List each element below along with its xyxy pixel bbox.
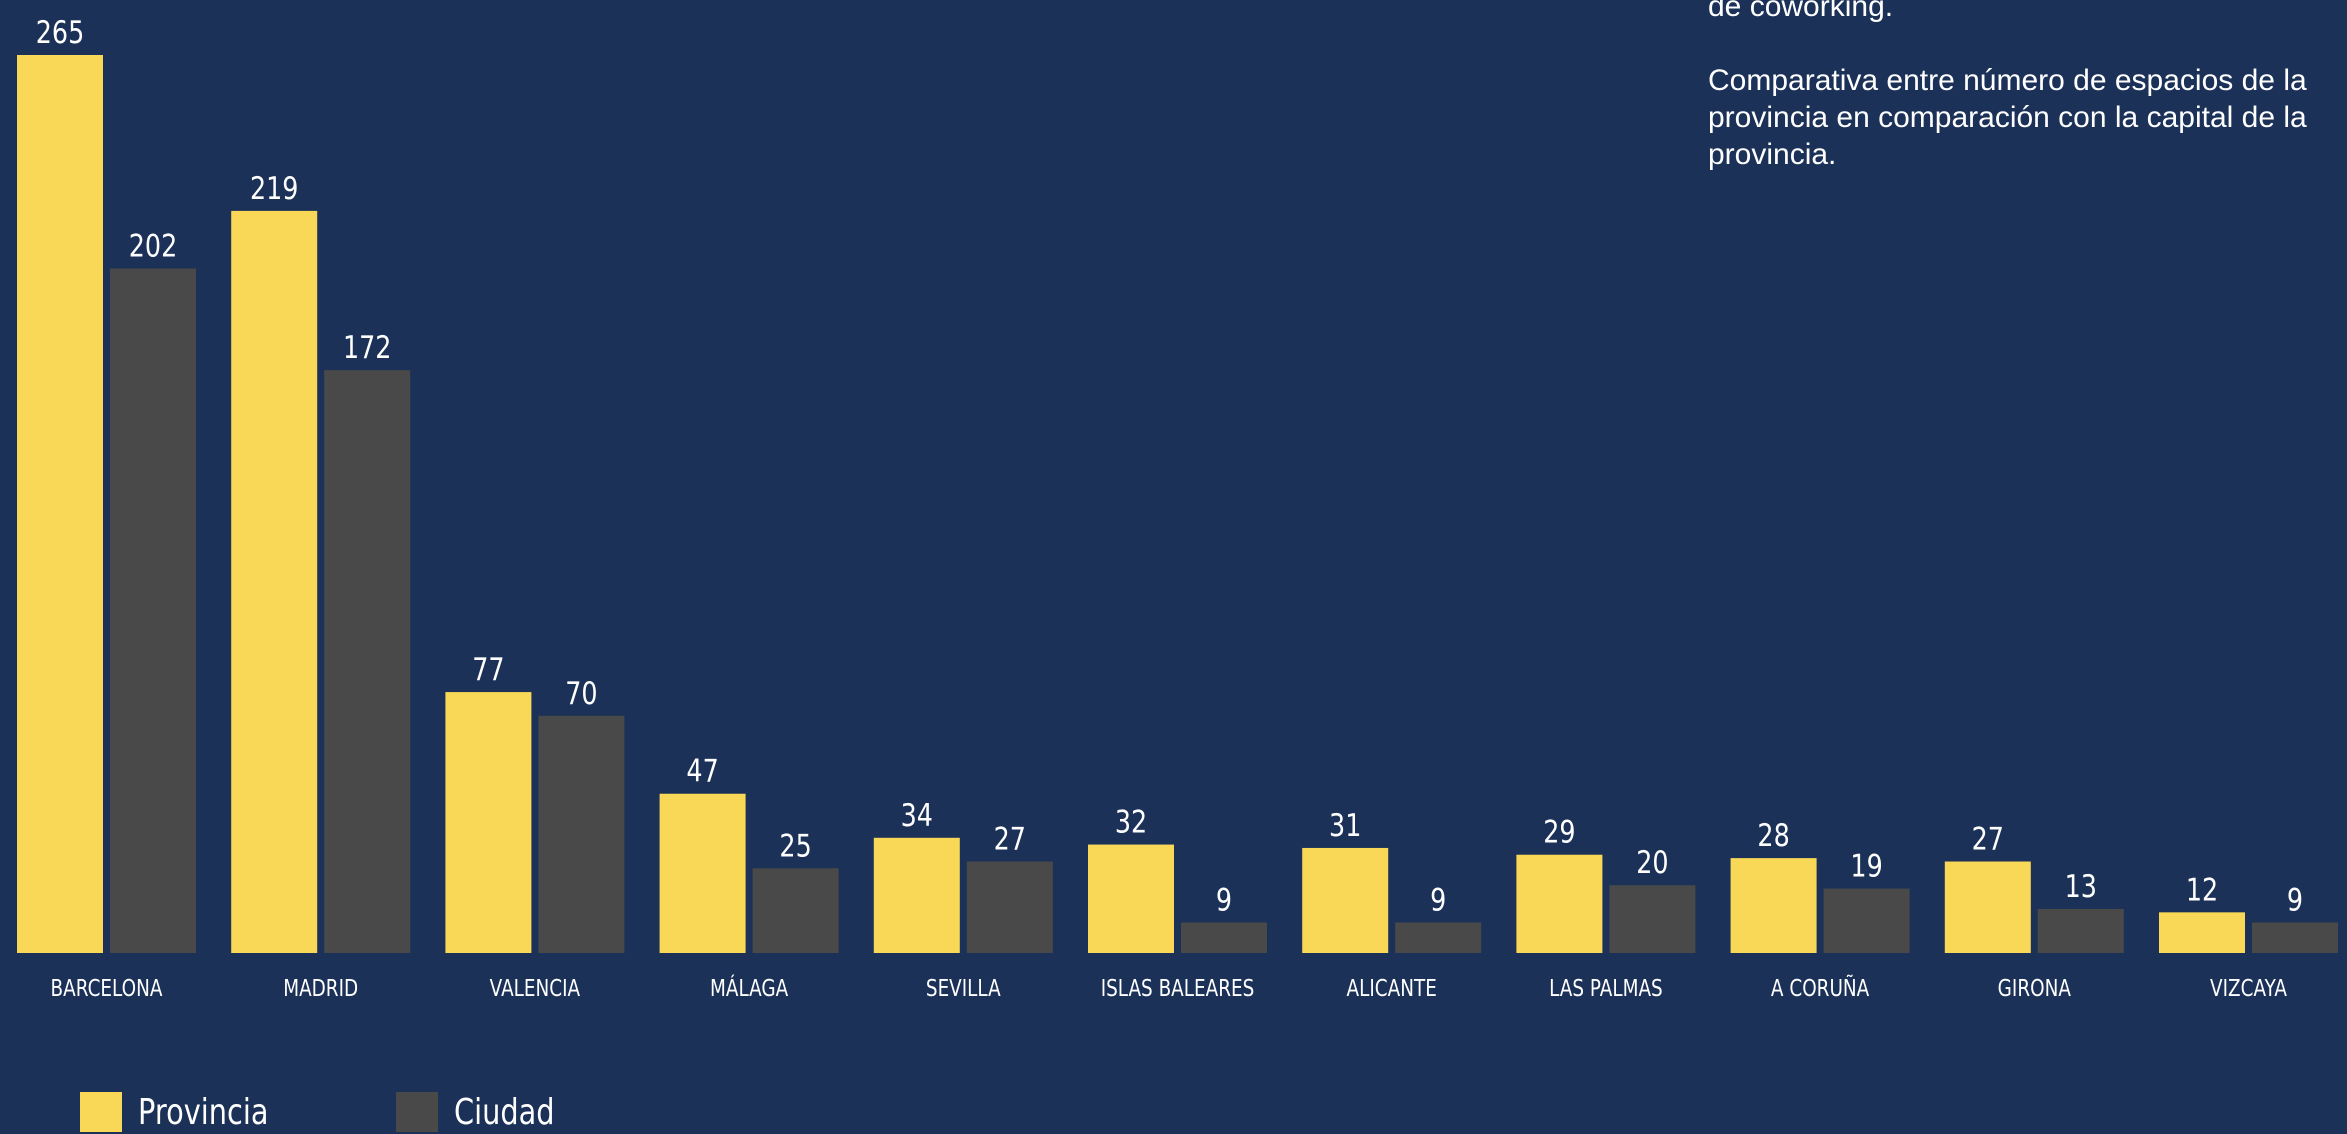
category-label-valencia: VALENCIA bbox=[490, 975, 581, 1002]
bar-provincia-vizcaya bbox=[2159, 912, 2245, 953]
data-label-provincia-sevilla: 34 bbox=[901, 797, 933, 833]
data-label-ciudad-islas-baleares: 9 bbox=[1216, 882, 1232, 918]
bar-provincia-a-coruña bbox=[1730, 858, 1817, 953]
bar-ciudad-madrid bbox=[324, 370, 411, 953]
description-line-1: de coworking. bbox=[1708, 0, 1894, 23]
data-label-ciudad-barcelona: 202 bbox=[129, 228, 177, 264]
bar-ciudad-las-palmas bbox=[1609, 885, 1696, 953]
legend-label-ciudad: Ciudad bbox=[454, 1091, 555, 1133]
category-label-vizcaya: VIZCAYA bbox=[2210, 975, 2288, 1002]
data-label-provincia-málaga: 47 bbox=[686, 753, 718, 789]
legend-item-provincia: Provincia bbox=[80, 1090, 301, 1134]
data-label-ciudad-alicante: 9 bbox=[1430, 882, 1446, 918]
bar-provincia-islas-baleares bbox=[1088, 844, 1174, 953]
bar-provincia-girona bbox=[1944, 861, 2031, 953]
chart-description: de coworking. Comparativa entre número d… bbox=[1708, 0, 2328, 210]
category-label-islas-baleares: ISLAS BALEARES bbox=[1101, 975, 1255, 1002]
data-label-provincia-islas-baleares: 32 bbox=[1115, 804, 1147, 840]
bar-provincia-madrid bbox=[231, 210, 318, 953]
category-label-alicante: ALICANTE bbox=[1347, 975, 1437, 1002]
description-line-2: Comparativa entre número de espacios de … bbox=[1708, 64, 2307, 171]
data-label-provincia-las-palmas: 29 bbox=[1543, 814, 1575, 850]
data-label-provincia-girona: 27 bbox=[1972, 821, 2004, 857]
category-label-a-coruña: A CORUÑA bbox=[1771, 973, 1870, 1002]
bar-ciudad-vizcaya bbox=[2252, 922, 2338, 953]
legend-item-ciudad: Ciudad bbox=[396, 1090, 580, 1134]
data-label-ciudad-madrid: 172 bbox=[343, 330, 391, 366]
bar-provincia-las-palmas bbox=[1516, 854, 1603, 953]
bar-ciudad-sevilla bbox=[966, 861, 1053, 953]
bar-ciudad-girona bbox=[2037, 908, 2124, 953]
data-label-provincia-vizcaya: 12 bbox=[2186, 872, 2218, 908]
category-label-girona: GIRONA bbox=[1998, 975, 2072, 1002]
data-label-provincia-a-coruña: 28 bbox=[1757, 818, 1789, 854]
data-label-provincia-alicante: 31 bbox=[1329, 808, 1361, 844]
category-label-las-palmas: LAS PALMAS bbox=[1549, 975, 1663, 1002]
bar-ciudad-a-coruña bbox=[1823, 888, 1910, 953]
data-label-ciudad-a-coruña: 19 bbox=[1850, 848, 1882, 884]
category-label-madrid: MADRID bbox=[283, 975, 358, 1002]
data-label-ciudad-valencia: 70 bbox=[565, 675, 597, 711]
bar-ciudad-valencia bbox=[538, 715, 625, 953]
bar-provincia-alicante bbox=[1302, 847, 1389, 953]
category-label-málaga: MÁLAGA bbox=[710, 974, 789, 1002]
bar-ciudad-barcelona bbox=[110, 268, 196, 953]
data-label-ciudad-las-palmas: 20 bbox=[1636, 845, 1668, 881]
legend-label-provincia: Provincia bbox=[138, 1091, 269, 1133]
bar-ciudad-islas-baleares bbox=[1181, 922, 1267, 953]
data-label-provincia-valencia: 77 bbox=[472, 652, 504, 688]
data-label-ciudad-málaga: 25 bbox=[779, 828, 811, 864]
bar-provincia-barcelona bbox=[17, 55, 103, 953]
data-label-ciudad-vizcaya: 9 bbox=[2287, 882, 2303, 918]
data-label-ciudad-sevilla: 27 bbox=[994, 821, 1026, 857]
bar-provincia-sevilla bbox=[873, 837, 960, 953]
data-label-provincia-madrid: 219 bbox=[250, 170, 298, 206]
bar-provincia-valencia bbox=[445, 692, 532, 953]
bar-provincia-málaga bbox=[659, 793, 746, 953]
data-label-ciudad-girona: 13 bbox=[2065, 869, 2097, 905]
bar-ciudad-málaga bbox=[752, 868, 839, 953]
legend-swatch-ciudad bbox=[396, 1092, 438, 1132]
category-label-barcelona: BARCELONA bbox=[51, 975, 164, 1002]
data-label-provincia-barcelona: 265 bbox=[36, 15, 84, 51]
legend-swatch-provincia bbox=[80, 1092, 122, 1132]
category-label-sevilla: SEVILLA bbox=[926, 975, 1001, 1002]
bar-ciudad-alicante bbox=[1395, 922, 1482, 953]
